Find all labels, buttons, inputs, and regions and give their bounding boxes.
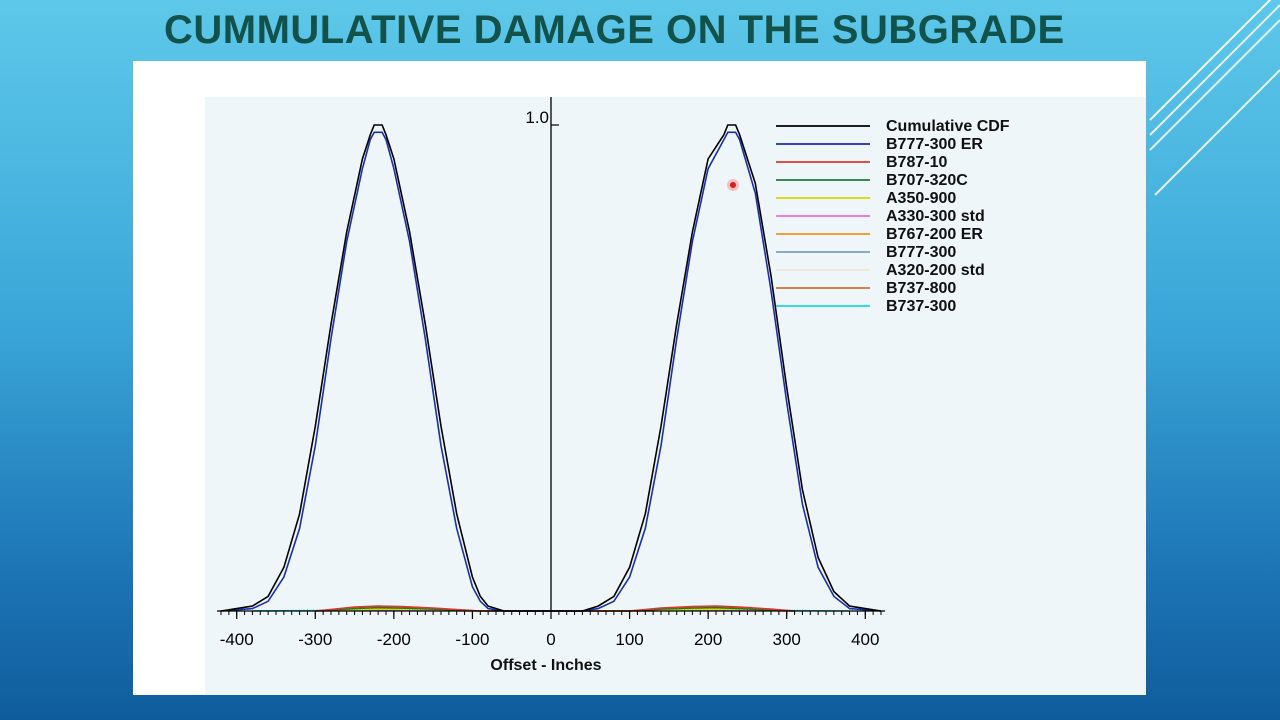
x-tick-label: 100 [615, 630, 643, 649]
x-tick-label: -100 [455, 630, 489, 649]
chart: -400 -300 -200 -100 0 100 200 300 400 1.0 Cumulat… [205, 97, 1146, 695]
legend-label-b777-300: B777-300 [886, 244, 956, 261]
legend-label-b767-200-er: B767-200 ER [886, 226, 983, 243]
legend-label-a320-200-std: A320-200 std [886, 262, 985, 279]
y-tick-label: 1.0 [525, 108, 549, 127]
legend-label-b737-800: B737-800 [886, 280, 956, 297]
decorative-diagonal-lines [1149, 0, 1280, 196]
legend-label-b777-300-er: B777-300 ER [886, 136, 983, 153]
x-tick-label: 300 [773, 630, 801, 649]
x-tick-label: -400 [220, 630, 254, 649]
legend-label-b787-10: B787-10 [886, 154, 947, 171]
legend-label-b737-300: B737-300 [886, 298, 956, 315]
x-tick-label: 200 [694, 630, 722, 649]
x-tick-label: 0 [546, 630, 555, 649]
legend-label-cumulative-cdf: Cumulative CDF [886, 118, 1010, 135]
x-tick-label: -200 [377, 630, 411, 649]
legend-label-b707-320c: B707-320C [886, 172, 968, 189]
chart-panel: -400 -300 -200 -100 0 100 200 300 400 1.0 Cumulat… [133, 61, 1146, 695]
axes-layer: -400 -300 -200 -100 0 100 200 300 400 1.0 [217, 97, 885, 649]
plot-area-background [205, 97, 1146, 695]
x-tick-label: -300 [298, 630, 332, 649]
x-axis-label: Offset - Inches [490, 657, 601, 674]
legend-label-a350-900: A350-900 [886, 190, 956, 207]
slide-title: CUMMULATIVE DAMAGE ON THE SUBGRADE [164, 8, 1065, 52]
cursor-dot [730, 182, 736, 188]
x-tick-label: 400 [851, 630, 879, 649]
legend-label-a330-300-std: A330-300 std [886, 208, 985, 225]
